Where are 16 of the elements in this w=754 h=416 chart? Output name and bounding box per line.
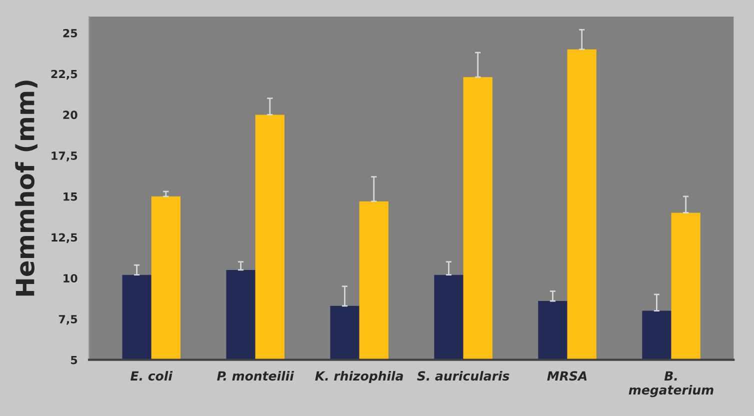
x-tick-label: MRSA [547,371,587,381]
x-tick-label: P. monteilii [217,370,294,381]
x-tick-label: K. rhizophila [315,370,403,384]
y-tick-label: 22,5 [51,70,78,80]
x-tick-label: B. megaterium [628,371,714,398]
y-tick-label: 15 [64,192,78,201]
y-tick-label: 10 [64,274,78,283]
y-tick-label: 25 [63,28,78,38]
y-tick-label: 17,5 [52,152,78,162]
y-tick-label: 7,5 [58,315,78,325]
y-tick-label: 12,5 [52,233,78,244]
y-axis-title: Hemmhof (mm) [15,80,38,296]
x-tick-label: S. auricularis [417,370,510,381]
y-tick-label: 5 [70,356,78,364]
y-tick-label: 20 [63,110,78,120]
x-tick-label: E. coli [130,370,173,381]
